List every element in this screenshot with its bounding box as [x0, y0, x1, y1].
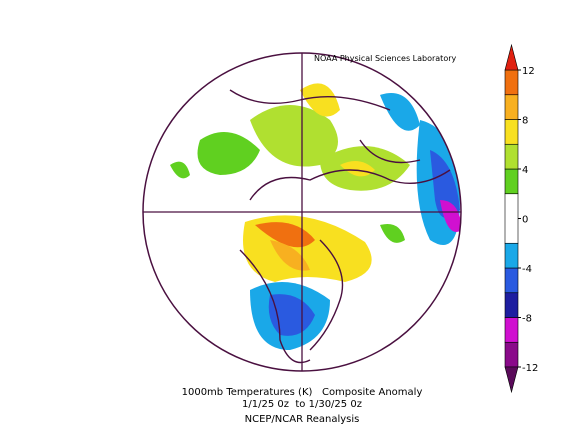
- colorbar-over: [504, 43, 519, 71]
- colorbar-band: [504, 168, 519, 195]
- colorbar-band: [504, 193, 519, 244]
- colorbar-tick-label: 12: [522, 66, 535, 77]
- colorbar-band: [504, 242, 519, 269]
- colorbar-band: [504, 69, 519, 96]
- colorbar-band: [504, 94, 519, 120]
- colorbar-band: [504, 143, 519, 170]
- colorbar-tick-label: -8: [522, 314, 532, 325]
- colorbar: 12 8 4 0 -4 -8 -12: [504, 43, 538, 394]
- colorbar-tick-label: -12: [522, 363, 538, 374]
- colorbar-tick-label: 8: [522, 116, 528, 127]
- colorbar-band: [504, 341, 519, 368]
- colorbar-band: [504, 267, 519, 294]
- caption-line: 1/1/25 0z to 1/30/25 0z: [242, 399, 362, 410]
- caption-line: NCEP/NCAR Reanalysis: [245, 414, 360, 425]
- colorbar-tick-label: -4: [522, 264, 532, 275]
- colorbar-under: [504, 366, 519, 394]
- colorbar-band: [504, 119, 519, 145]
- colorbar-band: [504, 317, 519, 343]
- colorbar-band: [504, 292, 519, 318]
- colorbar-tick-label: 0: [522, 215, 528, 226]
- caption-line: 1000mb Temperatures (K) Composite Anomal…: [182, 387, 423, 398]
- colorbar-tick-label: 4: [522, 165, 528, 176]
- credit: NOAA Physical Sciences Laboratory: [314, 54, 457, 63]
